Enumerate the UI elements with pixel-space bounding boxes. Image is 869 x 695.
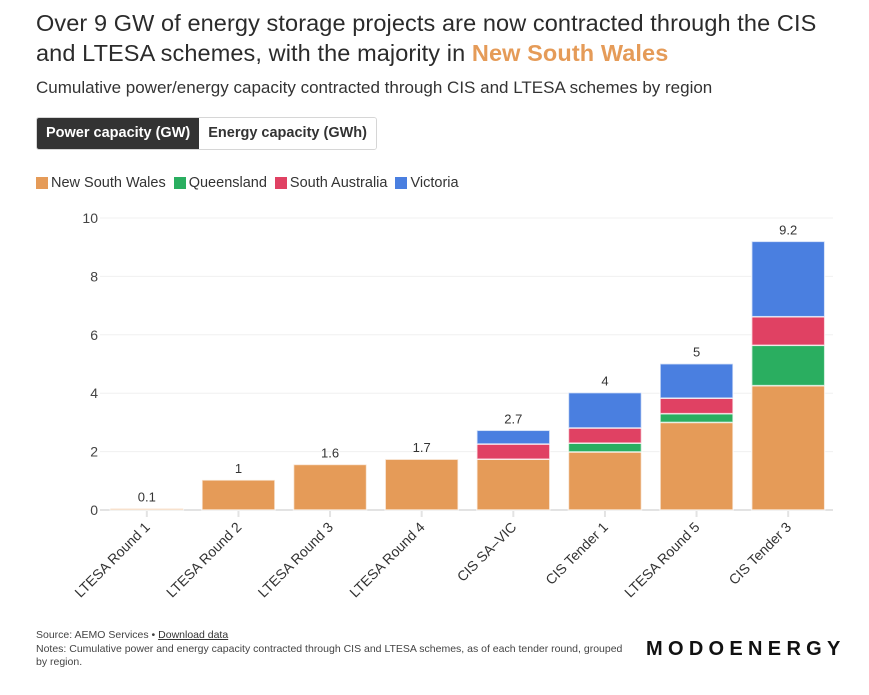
bar-total-label: 1.6 bbox=[321, 445, 339, 460]
x-tick-label: LTESA Round 3 bbox=[255, 519, 337, 601]
bar-total-label: 2.7 bbox=[504, 411, 522, 426]
bar-segment-queensland bbox=[750, 344, 826, 387]
x-tick-label: CIS Tender 3 bbox=[725, 519, 794, 588]
chart-title: Over 9 GW of energy storage projects are… bbox=[36, 8, 856, 68]
bar-total-label: 5 bbox=[693, 345, 700, 360]
y-tick-label: 8 bbox=[90, 268, 98, 284]
y-tick-label: 10 bbox=[82, 210, 98, 226]
y-tick-label: 6 bbox=[90, 327, 98, 343]
legend-swatch-qld bbox=[173, 177, 186, 189]
bar-segment-victoria bbox=[476, 429, 551, 445]
legend: New South Wales Queensland South Austral… bbox=[36, 175, 459, 191]
power-capacity-tab[interactable]: Power capacity (GW) bbox=[37, 118, 200, 149]
bar-total-label: 9.2 bbox=[779, 222, 797, 237]
x-tick-label: LTESA Round 5 bbox=[621, 519, 703, 601]
bar-segment-new-south-wales bbox=[750, 384, 826, 511]
x-tick-label: LTESA Round 4 bbox=[346, 519, 428, 601]
energy-capacity-tab[interactable]: Energy capacity (GWh) bbox=[199, 118, 376, 149]
chart-title-highlight: New South Wales bbox=[471, 40, 669, 66]
legend-item-nsw[interactable]: New South Wales bbox=[36, 175, 166, 191]
bar-segment-new-south-wales bbox=[476, 458, 551, 511]
notes-text: Notes: Cumulative power and energy capac… bbox=[36, 642, 623, 669]
x-tick-label: LTESA Round 2 bbox=[163, 519, 245, 601]
legend-label-vic: Victoria bbox=[410, 175, 459, 191]
bar-segment-new-south-wales bbox=[384, 458, 459, 511]
source-text: Source: AEMO Services • bbox=[36, 629, 159, 641]
y-tick-label: 4 bbox=[90, 385, 98, 401]
bar-segment-new-south-wales bbox=[567, 451, 643, 511]
bar-segment-south-australia bbox=[476, 443, 551, 460]
bar-segment-south-australia bbox=[567, 427, 643, 444]
x-tick-label: CIS SA–VIC bbox=[454, 519, 520, 585]
y-tick-label: 0 bbox=[90, 502, 98, 518]
footer: Source: AEMO Services • Download data No… bbox=[36, 629, 636, 670]
bar-segment-queensland bbox=[567, 442, 643, 453]
legend-label-nsw: New South Wales bbox=[51, 175, 166, 191]
bar-segment-new-south-wales bbox=[201, 479, 276, 511]
legend-item-qld[interactable]: Queensland bbox=[173, 175, 267, 191]
bar-segment-queensland bbox=[659, 412, 734, 424]
bar-total-label: 1.7 bbox=[413, 440, 431, 455]
legend-item-vic[interactable]: Victoria bbox=[395, 175, 459, 191]
bar-segment-south-australia bbox=[659, 397, 734, 415]
legend-label-sa: South Australia bbox=[289, 175, 388, 191]
legend-label-qld: Queensland bbox=[188, 175, 267, 191]
capacity-toggle: Power capacity (GW) Energy capacity (GWh… bbox=[36, 117, 377, 150]
stacked-bar-chart: 0 2 4 6 8 10 0.1 LTESA Round 1 1 LTESA Round 2 1.6… bbox=[71, 210, 833, 601]
bar-total-label: 0.1 bbox=[138, 490, 156, 505]
y-tick-label: 2 bbox=[90, 444, 98, 460]
source-line: Source: AEMO Services • Download data bbox=[36, 629, 636, 643]
chart-title-main: Over 9 GW of energy storage projects are… bbox=[36, 10, 817, 66]
bar-segment-new-south-wales bbox=[659, 421, 734, 511]
bar-total-label: 1 bbox=[235, 461, 242, 476]
bar-segment-victoria bbox=[567, 391, 643, 429]
download-data-link[interactable]: Download data bbox=[158, 629, 229, 641]
bar-segment-victoria bbox=[750, 240, 826, 318]
bar-segment-new-south-wales bbox=[292, 463, 368, 511]
x-tick-label: CIS Tender 1 bbox=[542, 519, 611, 588]
chart-subtitle: Cumulative power/energy capacity contrac… bbox=[36, 78, 713, 97]
legend-swatch-nsw bbox=[36, 177, 48, 189]
bar-segment-victoria bbox=[659, 362, 734, 399]
legend-swatch-sa bbox=[274, 177, 287, 189]
brand-logo: MODOENERGY bbox=[646, 638, 846, 660]
bar-segment-south-australia bbox=[750, 315, 826, 347]
x-tick-label: LTESA Round 1 bbox=[71, 519, 153, 601]
bar-total-label: 4 bbox=[601, 374, 608, 389]
bar-segment-new-south-wales bbox=[109, 507, 185, 511]
legend-swatch-vic bbox=[395, 177, 408, 189]
legend-item-sa[interactable]: South Australia bbox=[274, 175, 388, 191]
